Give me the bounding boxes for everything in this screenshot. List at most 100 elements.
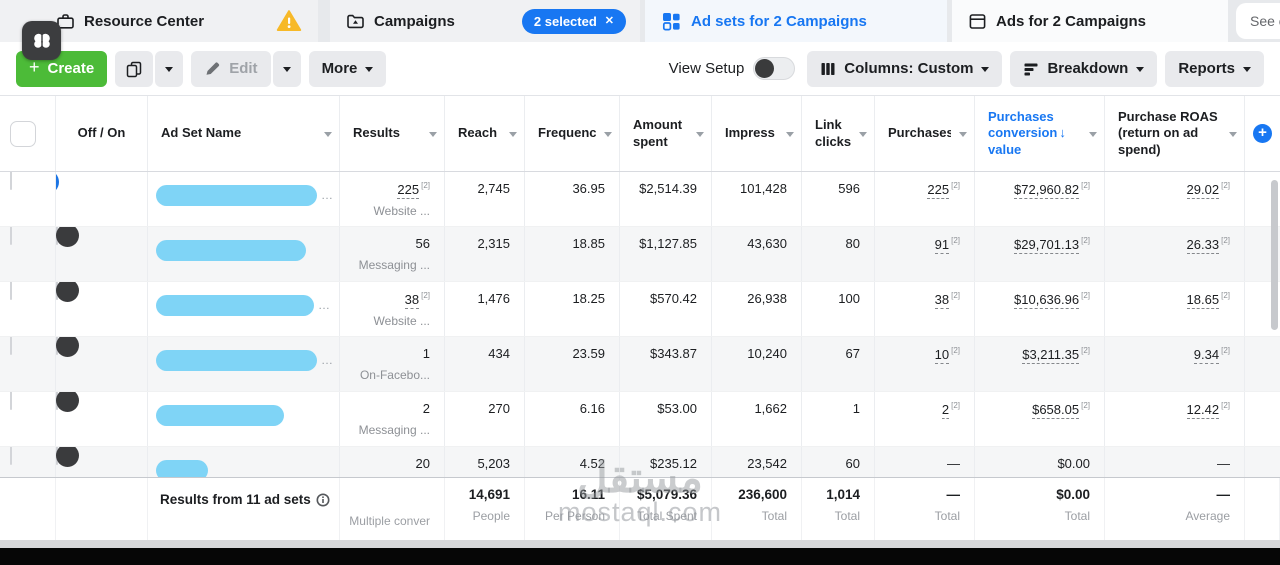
copy-icon	[126, 61, 142, 77]
sort-caret-icon	[324, 131, 332, 137]
sort-caret-icon	[1229, 131, 1237, 137]
redacted-adset-name	[156, 185, 317, 206]
metric-link[interactable]: 91	[934, 237, 950, 254]
vertical-scrollbar[interactable]	[1271, 180, 1278, 330]
breakdown-icon	[1024, 63, 1038, 75]
duplicate-button[interactable]	[115, 50, 154, 87]
tab-bar: Resource Center Campaigns 2 selected ✕ A…	[0, 0, 1280, 42]
table-row[interactable]: … 38 [2] Website ... 1,476 18.25 $570.42 2…	[0, 282, 1280, 337]
chevron-down-icon	[1243, 67, 1251, 72]
metric-link[interactable]: 225	[927, 182, 950, 199]
adset-toggle[interactable]	[56, 227, 79, 247]
sort-caret-icon	[696, 131, 704, 137]
adset-toggle[interactable]	[56, 282, 79, 302]
tab-label: Campaigns	[374, 12, 455, 30]
chevron-down-icon	[282, 67, 291, 72]
table-row[interactable]: 20 5,203 4.52 $235.12 23,542 60 — $0.00 …	[0, 447, 1280, 477]
adset-toggle[interactable]	[56, 392, 79, 412]
row-checkbox[interactable]	[10, 447, 12, 465]
col-ad-set-name[interactable]: Ad Set Name	[148, 96, 340, 171]
row-checkbox[interactable]	[10, 392, 12, 410]
col-impressions[interactable]: Impressions	[712, 96, 802, 171]
tab-ad-sets[interactable]: Ad sets for 2 Campaigns	[645, 0, 947, 42]
col-results[interactable]: Results	[340, 96, 445, 171]
warning-icon	[276, 9, 302, 33]
redacted-adset-name	[156, 405, 284, 426]
chevron-down-icon	[981, 67, 990, 72]
chevron-down-icon	[365, 67, 374, 72]
metric-link[interactable]: $3,211.35	[1022, 347, 1080, 364]
sort-caret-icon	[786, 131, 794, 137]
ads-window-icon	[968, 12, 987, 31]
col-purchases-conversion-value[interactable]: Purchases conversion ↓ value	[975, 96, 1105, 171]
table-row[interactable]: … 1 On-Facebo... 434 23.59 $343.87 10,240…	[0, 337, 1280, 392]
sort-descending-icon: ↓	[1059, 125, 1066, 141]
metric-link[interactable]: 29.02	[1186, 182, 1220, 199]
sort-caret-icon	[509, 131, 517, 137]
metric-link[interactable]: $29,701.13	[1014, 237, 1080, 254]
sort-caret-icon	[1089, 131, 1097, 137]
view-setup-toggle[interactable]	[753, 57, 796, 80]
metric-link[interactable]: 18.65	[1186, 292, 1220, 309]
sort-caret-icon	[429, 131, 437, 137]
metric-link[interactable]: $72,960.82	[1014, 182, 1080, 199]
toolbar: + Create Edit More View Setup	[0, 42, 1280, 96]
redacted-adset-name	[156, 350, 317, 371]
briefcase-icon	[56, 12, 75, 31]
edit-button[interactable]: Edit	[191, 50, 271, 87]
metric-link[interactable]: $10,636.96	[1014, 292, 1080, 309]
edit-dropdown-button[interactable]	[272, 50, 301, 87]
table-row[interactable]: … 225 [2] Website ... 2,745 36.95 $2,514.3…	[0, 172, 1280, 227]
breakdown-button[interactable]: Breakdown	[1010, 50, 1158, 87]
col-purchase-roas[interactable]: Purchase ROAS (return on ad spend)	[1105, 96, 1245, 171]
metric-link[interactable]: 38	[404, 292, 420, 309]
brain-icon[interactable]	[22, 21, 61, 60]
duplicate-dropdown-button[interactable]	[155, 50, 184, 87]
table-row[interactable]: 2 Messaging ... 270 6.16 $53.00 1,662 1 2…	[0, 392, 1280, 447]
add-column-button[interactable]: +	[1253, 124, 1272, 143]
adset-toggle[interactable]	[56, 447, 79, 467]
redacted-adset-name	[156, 295, 314, 316]
metric-link[interactable]: 38	[934, 292, 950, 309]
sort-caret-icon	[959, 131, 967, 137]
table-header: Off / On Ad Set Name Results Reach Frequ…	[0, 96, 1280, 172]
select-all-checkbox[interactable]	[10, 120, 36, 147]
metric-link[interactable]: $658.05	[1032, 402, 1080, 419]
more-button[interactable]: More	[308, 50, 387, 87]
sort-caret-icon	[604, 131, 612, 137]
tab-label: Ad sets for 2 Campaigns	[691, 12, 867, 30]
metric-link[interactable]: 2	[941, 402, 950, 419]
row-checkbox[interactable]	[10, 172, 12, 190]
info-icon[interactable]	[316, 493, 330, 507]
col-link-clicks[interactable]: Link clicks	[802, 96, 875, 171]
see-charts-button[interactable]: See ch	[1236, 3, 1280, 39]
redacted-adset-name	[156, 460, 208, 477]
col-frequency[interactable]: Frequency	[525, 96, 620, 171]
metric-link[interactable]: 12.42	[1186, 402, 1220, 419]
adset-toggle[interactable]	[56, 337, 79, 357]
metric-link[interactable]: 9.34	[1193, 347, 1220, 364]
row-checkbox[interactable]	[10, 282, 12, 300]
row-checkbox[interactable]	[10, 337, 12, 355]
reports-button[interactable]: Reports	[1165, 50, 1264, 87]
row-checkbox[interactable]	[10, 227, 12, 245]
metric-link[interactable]: 26.33	[1186, 237, 1220, 254]
tab-campaigns[interactable]: Campaigns 2 selected ✕	[330, 0, 640, 42]
columns-button[interactable]: Columns: Custom	[807, 50, 1003, 87]
bottom-black-bar	[0, 548, 1280, 565]
table-row[interactable]: 56 Messaging ... 2,315 18.85 $1,127.85 43…	[0, 227, 1280, 282]
col-purchases[interactable]: Purchases	[875, 96, 975, 171]
clear-selection-icon[interactable]: ✕	[604, 14, 614, 27]
tab-ads[interactable]: Ads for 2 Campaigns	[952, 0, 1228, 42]
col-amount-spent[interactable]: Amount spent	[620, 96, 712, 171]
selected-count-badge[interactable]: 2 selected ✕	[521, 8, 626, 34]
col-reach[interactable]: Reach	[445, 96, 525, 171]
tab-label: Resource Center	[84, 12, 205, 30]
ad-sets-grid-icon	[661, 11, 682, 32]
chevron-down-icon	[165, 67, 174, 72]
metric-link[interactable]: 225	[397, 182, 420, 199]
bottom-gray-strip	[0, 540, 1280, 548]
plus-icon: +	[29, 57, 40, 77]
metric-link[interactable]: 10	[934, 347, 950, 364]
